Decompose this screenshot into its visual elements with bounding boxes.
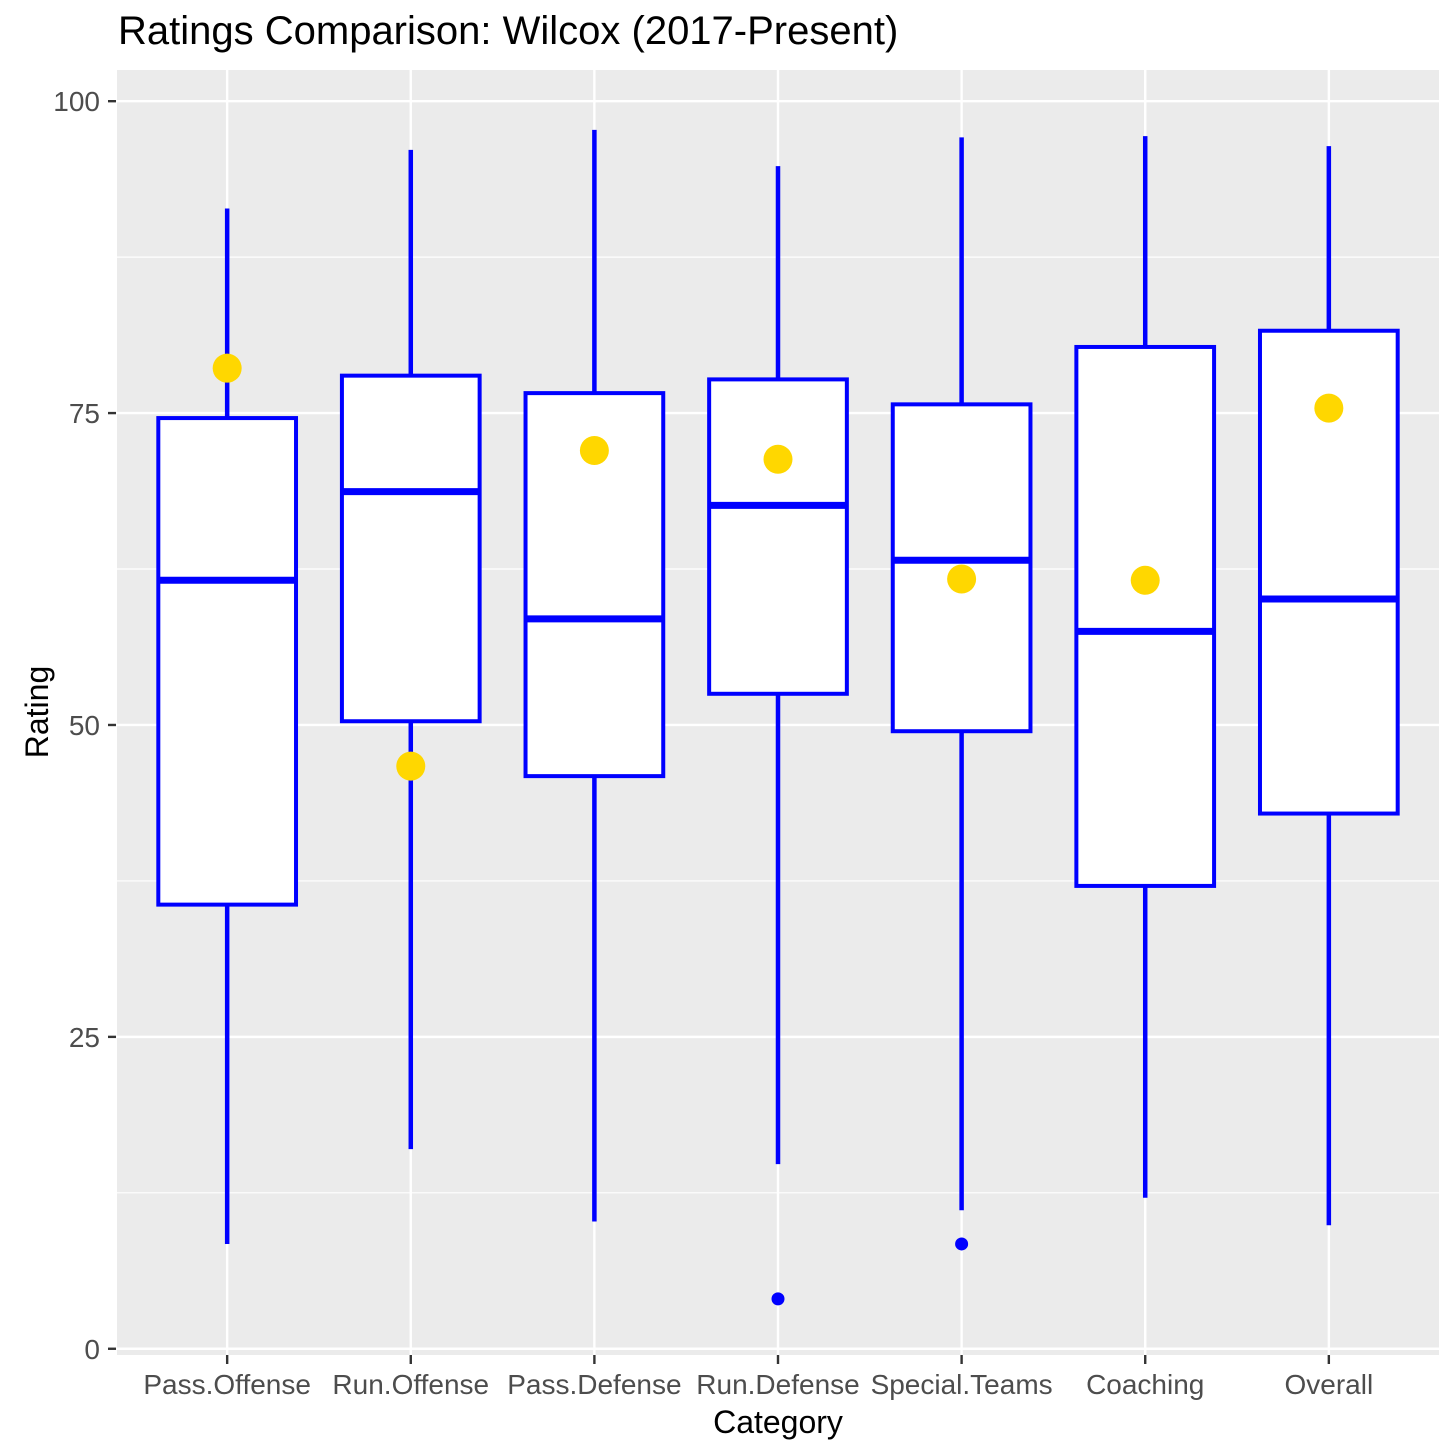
chart-title: Ratings Comparison: Wilcox (2017-Present…	[118, 9, 898, 53]
y-axis-title: Rating	[19, 666, 55, 759]
boxplot-run-offense	[339, 149, 482, 1150]
boxplot-overall	[1257, 146, 1400, 1226]
boxplot-special-teams	[890, 137, 1033, 1251]
boxplot-pass-offense	[156, 208, 299, 1244]
boxplot-run-defense	[707, 166, 849, 1306]
box-iqr	[156, 416, 299, 907]
x-tick-label: Overall	[1284, 1369, 1373, 1400]
mean-dot	[1130, 565, 1160, 595]
boxplot-coaching	[1074, 136, 1217, 1198]
x-tick-label: Special.Teams	[871, 1369, 1053, 1400]
y-tick-label: 100	[53, 86, 100, 117]
mean-dot	[212, 353, 242, 383]
outlier-dot	[955, 1237, 969, 1251]
mean-dot	[396, 751, 426, 781]
x-tick-label: Run.Defense	[696, 1369, 859, 1400]
outlier-dot	[771, 1292, 785, 1306]
box-iqr	[1074, 344, 1217, 888]
box-iqr	[339, 373, 482, 724]
mean-dot	[763, 444, 793, 474]
y-tick-label: 75	[69, 398, 100, 429]
y-tick-label: 50	[69, 710, 100, 741]
x-tick-label: Coaching	[1086, 1369, 1204, 1400]
plot-panel: 0 25 50 75 100 Pass.Offense Run.Offense Pass.De…	[53, 70, 1439, 1400]
mean-dot	[1314, 393, 1344, 423]
mean-dot	[579, 436, 609, 466]
boxplot-pass-defense	[523, 129, 666, 1222]
x-tick-label: Pass.Defense	[507, 1369, 681, 1400]
x-tick-label: Pass.Offense	[143, 1369, 311, 1400]
y-tick-label: 0	[84, 1334, 100, 1365]
x-tick-label: Run.Offense	[332, 1369, 489, 1400]
box-iqr	[707, 377, 849, 696]
x-axis-title: Category	[713, 1404, 843, 1440]
mean-dot	[947, 564, 977, 594]
y-tick-label: 25	[69, 1022, 100, 1053]
